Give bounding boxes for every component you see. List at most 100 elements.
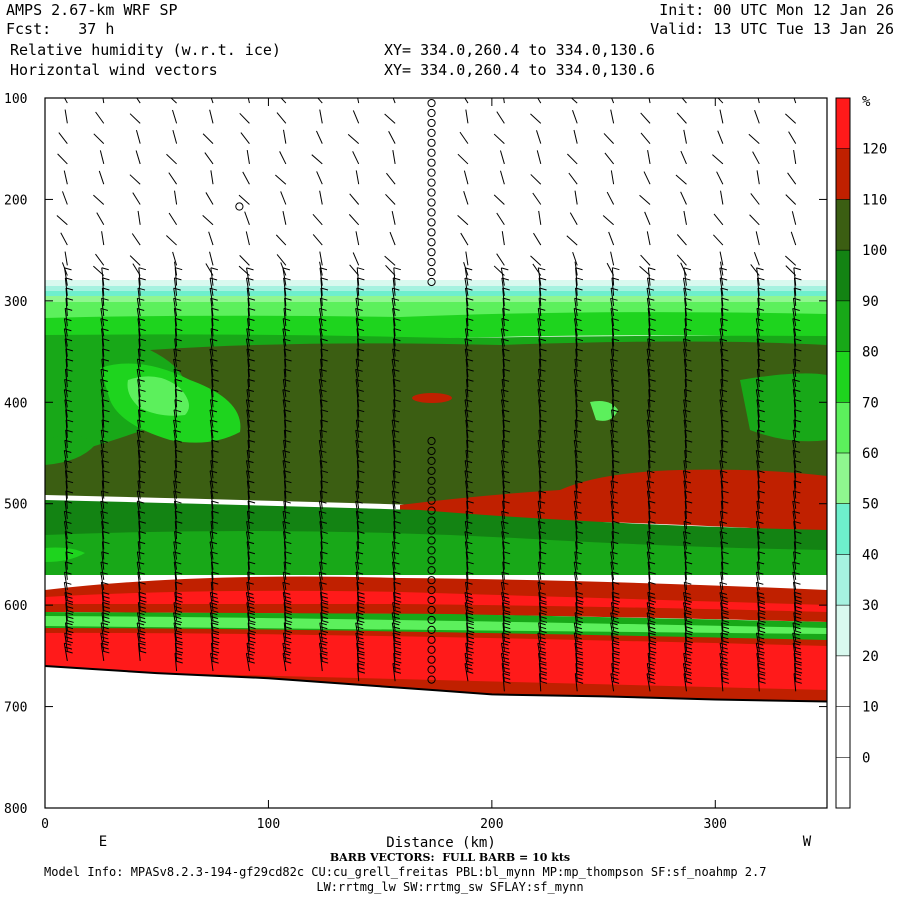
wind-barb <box>101 551 105 570</box>
wind-barb <box>102 409 105 428</box>
wind-barb-flag <box>537 571 545 575</box>
wind-barb-flag <box>465 449 474 453</box>
wind-barb-flag <box>757 660 766 664</box>
wind-barb-flag <box>612 459 620 463</box>
wind-barb-flag <box>501 328 509 332</box>
wind-barb-flag <box>721 561 729 565</box>
wind-barb-flag <box>648 656 656 660</box>
wind-barb-flag <box>792 571 800 575</box>
wind-barb <box>356 521 360 540</box>
wind-barb-flag <box>539 680 548 684</box>
wind-barb-flag <box>466 650 474 654</box>
wind-barb <box>246 150 250 165</box>
rh-band <box>400 469 827 532</box>
wind-barb-flag <box>319 328 327 332</box>
wind-barb <box>465 571 469 590</box>
wind-barb-flag <box>757 656 765 660</box>
wind-barb <box>496 111 505 124</box>
wind-barb-flag <box>793 328 801 332</box>
calm-circle <box>427 218 436 227</box>
wind-barb-flag <box>539 599 547 603</box>
wind-barb <box>793 287 797 306</box>
wind-barb-flag <box>138 388 146 392</box>
wind-barb-flag <box>720 541 729 545</box>
wind-barb-flag <box>611 449 620 453</box>
wind-barb <box>95 253 105 266</box>
wind-barb-flag <box>65 612 74 616</box>
wind-barb-flag <box>100 622 109 626</box>
wind-barb-flag <box>356 640 365 644</box>
wind-barb <box>719 389 724 408</box>
wind-barb-flag <box>102 609 111 613</box>
y-tick-label: 300 <box>4 295 27 310</box>
wind-barb <box>320 480 323 499</box>
wind-barb-flag <box>576 609 584 613</box>
wind-barb <box>173 348 178 367</box>
wind-barb-flag <box>502 660 510 664</box>
wind-barb <box>209 251 214 266</box>
wind-barb-flag <box>211 630 220 634</box>
wind-barb-flag <box>211 609 219 613</box>
wind-barb <box>209 470 214 489</box>
wind-barb-flag <box>211 561 219 565</box>
wind-barb-flag <box>793 581 801 585</box>
wind-barb-flag <box>101 520 109 524</box>
wind-barb <box>101 267 105 286</box>
wind-barb-flag <box>465 328 473 332</box>
wind-barb-flag <box>174 620 183 624</box>
wind-barb <box>788 131 797 144</box>
wind-barb-flag <box>65 368 73 372</box>
wind-barb-flag <box>246 399 254 403</box>
wind-barb <box>173 551 178 570</box>
wind-barb-flag <box>648 378 656 382</box>
wind-barb-flag <box>282 449 291 453</box>
wind-barb-flag <box>794 656 802 660</box>
wind-barb-flag <box>539 605 547 609</box>
wind-barb-flag <box>174 630 183 634</box>
wind-barb-flag <box>794 399 802 403</box>
wind-barb-flag <box>756 510 764 514</box>
model-title: AMPS 2.67-km WRF SP <box>6 1 178 19</box>
wind-barb-flag <box>757 358 766 362</box>
wind-barb <box>756 277 760 296</box>
wind-barb-flag <box>575 267 583 271</box>
wind-barb <box>575 470 578 489</box>
wind-barb <box>279 151 287 165</box>
wind-barb <box>247 551 250 570</box>
wind-barb-flag <box>210 358 218 362</box>
wind-barb-flag <box>646 287 655 291</box>
wind-barb <box>63 328 68 347</box>
wind-barb-flag <box>466 490 474 494</box>
wind-barb <box>574 551 578 570</box>
wind-barb <box>572 110 578 124</box>
wind-barb-flag <box>502 595 510 599</box>
wind-barb <box>684 511 687 530</box>
wind-barb <box>647 430 651 448</box>
wind-barb <box>312 214 323 226</box>
wind-barb-flag <box>721 672 729 676</box>
wind-barb <box>756 561 760 580</box>
wind-barb <box>538 470 542 489</box>
wind-barb <box>720 572 724 590</box>
x-tick-label: 300 <box>704 817 727 832</box>
wind-barb <box>393 582 396 601</box>
wind-barb <box>174 531 178 550</box>
end-label-left: E <box>99 834 107 850</box>
wind-barb-flag <box>175 650 184 654</box>
wind-barb <box>647 399 651 418</box>
wind-barb <box>574 389 578 408</box>
wind-barb <box>538 348 542 367</box>
wind-barb <box>173 419 178 438</box>
wind-barb <box>101 480 105 499</box>
y-tick-label: 400 <box>4 396 27 411</box>
wind-barb <box>320 338 323 357</box>
wind-barb-flag <box>501 571 510 575</box>
wind-barb <box>136 501 141 520</box>
forecast-hour: Fcst: 37 h <box>6 20 115 38</box>
calm-circle <box>427 228 436 237</box>
wind-barb <box>356 663 360 682</box>
wind-barb-flag <box>284 609 293 613</box>
wind-barb-flag <box>502 605 510 609</box>
wind-barb-flag <box>646 602 655 606</box>
wind-barb-flag <box>721 612 729 616</box>
